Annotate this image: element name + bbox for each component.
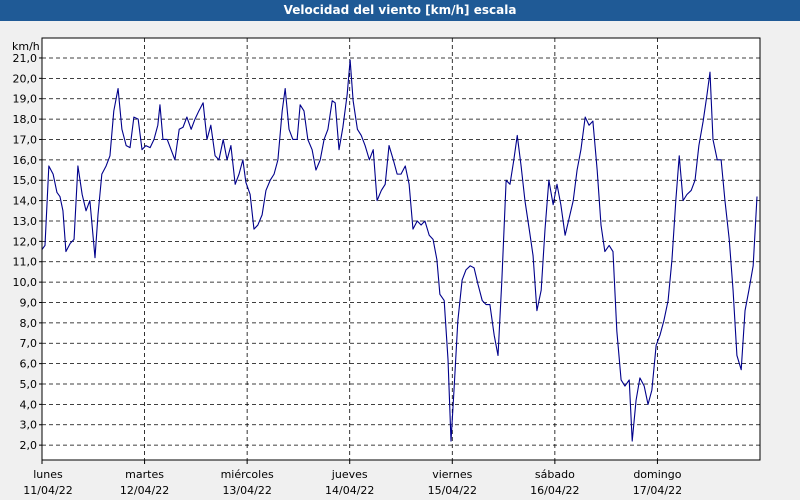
x-tick-date: 14/04/22 — [325, 484, 374, 497]
y-tick-label: 13,0 — [13, 215, 38, 228]
y-tick-label: 14,0 — [13, 195, 38, 208]
y-tick-label: 19,0 — [13, 93, 38, 106]
x-tick-label: miércoles — [221, 468, 274, 481]
y-tick-label: 21,0 — [13, 52, 38, 65]
y-tick-label: 11,0 — [13, 256, 38, 269]
x-tick-date: 15/04/22 — [428, 484, 477, 497]
x-tick-date: 16/04/22 — [530, 484, 579, 497]
data-line — [41, 59, 758, 442]
x-tick-date: 13/04/22 — [222, 484, 271, 497]
y-tick-label: 15,0 — [13, 174, 38, 187]
y-tick-label: 20,0 — [13, 72, 38, 85]
x-tick-label: jueves — [331, 468, 368, 481]
x-tick-label: viernes — [432, 468, 472, 481]
y-tick-label: 18,0 — [13, 113, 38, 126]
y-tick-label: 9,0 — [20, 296, 38, 309]
y-tick-label: 8,0 — [20, 317, 38, 330]
y-tick-label: 4,0 — [20, 398, 38, 411]
y-tick-label: 3,0 — [20, 419, 38, 432]
plot-border — [41, 37, 761, 461]
x-tick-label: martes — [125, 468, 164, 481]
x-tick-label: sábado — [535, 468, 575, 481]
x-tick-date: 12/04/22 — [120, 484, 169, 497]
y-tick-label: 17,0 — [13, 133, 38, 146]
chart-title: Velocidad del viento [km/h] escala — [284, 3, 517, 17]
y-tick-label: 16,0 — [13, 154, 38, 167]
plot-area — [42, 38, 760, 460]
y-tick-label: 10,0 — [13, 276, 38, 289]
x-tick-label: lunes — [33, 468, 63, 481]
y-axis-label: km/h — [12, 40, 40, 53]
title-bar — [0, 0, 800, 21]
x-tick-label: domingo — [633, 468, 681, 481]
y-tick-label: 2,0 — [20, 439, 38, 452]
marks — [41, 59, 758, 442]
y-tick-label: 12,0 — [13, 235, 38, 248]
y-tick-label: 5,0 — [20, 378, 38, 391]
y-tick-label: 6,0 — [20, 358, 38, 371]
x-tick-date: 11/04/22 — [23, 484, 72, 497]
y-tick-label: 7,0 — [20, 337, 38, 350]
x-tick-date: 17/04/22 — [633, 484, 682, 497]
